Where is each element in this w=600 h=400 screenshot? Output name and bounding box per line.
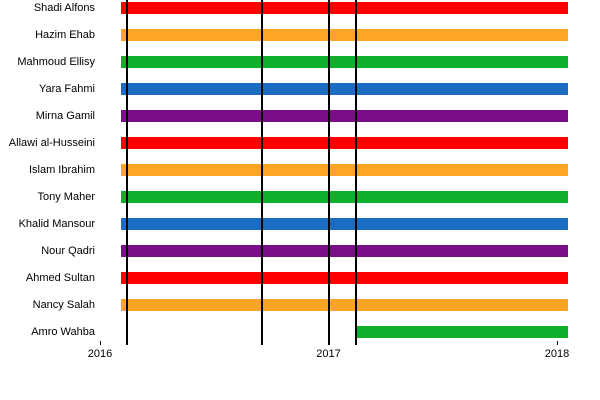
y-axis-label: Tony Maher	[37, 191, 95, 203]
y-axis-label: Islam Ibrahim	[28, 164, 95, 176]
y-axis-label: Mirna Gamil	[35, 110, 95, 122]
milestone-marker-line	[261, 0, 264, 345]
milestone-marker-line	[126, 0, 129, 345]
x-axis-label: 2017	[316, 348, 341, 360]
y-axis-label: Shadi Alfons	[33, 2, 95, 14]
y-axis-label: Nancy Salah	[32, 299, 95, 311]
x-axis-tick	[100, 341, 101, 345]
gantt-bar	[120, 2, 569, 14]
y-axis-label: Allawi al-Husseini	[8, 137, 95, 149]
x-axis-tick	[557, 341, 558, 345]
gantt-bar	[120, 29, 569, 41]
gantt-bar	[120, 191, 569, 203]
gantt-bar	[120, 245, 569, 257]
x-axis-label: 2016	[87, 348, 113, 360]
milestone-marker-line	[327, 0, 330, 345]
gantt-bar	[120, 218, 569, 230]
gantt-bar	[120, 164, 569, 176]
y-axis-label: Yara Fahmi	[38, 83, 95, 95]
gantt-bar	[120, 272, 569, 284]
gantt-bar	[120, 137, 569, 149]
y-axis-label: Hazim Ehab	[35, 29, 95, 41]
gantt-bar	[120, 56, 569, 68]
gantt-bar	[120, 299, 569, 311]
y-axis-label: Ahmed Sultan	[25, 272, 95, 284]
y-axis-label: Mahmoud Ellisy	[17, 56, 95, 68]
x-axis-tick	[328, 341, 330, 345]
y-axis-label: Amro Wahba	[31, 326, 95, 338]
x-axis-label: 2018	[544, 348, 570, 360]
gantt-bar	[120, 110, 569, 122]
y-axis-label: Nour Qadri	[41, 245, 95, 257]
milestone-marker-line	[354, 0, 357, 345]
gantt-bar	[355, 326, 569, 338]
y-axis-label: Khalid Mansour	[18, 218, 95, 230]
gantt-bar	[120, 83, 569, 95]
